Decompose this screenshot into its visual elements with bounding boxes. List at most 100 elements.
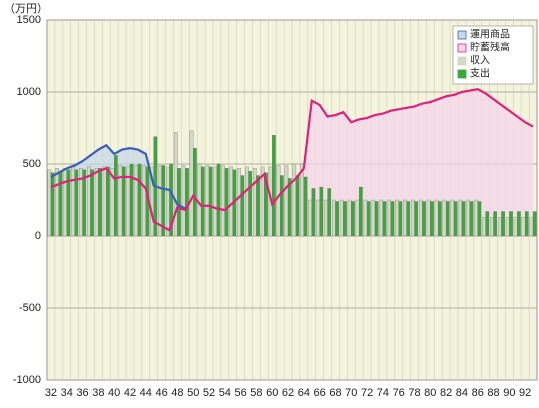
bar	[327, 188, 332, 237]
bar	[445, 201, 450, 237]
bar	[466, 199, 470, 237]
x-tick-label: 42	[124, 387, 136, 399]
bar	[461, 201, 466, 237]
bar	[295, 175, 300, 237]
bar	[166, 166, 170, 237]
bar	[485, 211, 490, 237]
bar	[311, 188, 316, 237]
bar	[161, 165, 166, 237]
bar	[208, 166, 213, 237]
bar	[430, 201, 434, 237]
bar	[229, 166, 233, 237]
bar	[189, 130, 194, 237]
bar	[366, 201, 371, 237]
x-tick-label: 48	[171, 387, 183, 399]
line	[50, 87, 534, 232]
bar	[106, 166, 110, 237]
bar	[245, 166, 249, 237]
x-tick-label: 68	[329, 387, 341, 399]
bar	[351, 201, 355, 237]
bar	[521, 217, 526, 237]
x-tick-label: 58	[250, 387, 262, 399]
bar	[200, 166, 205, 237]
bar	[501, 211, 505, 237]
bar	[169, 163, 173, 237]
bar	[414, 201, 418, 237]
bar	[406, 201, 411, 237]
line	[50, 143, 186, 210]
bar	[390, 201, 395, 237]
x-tick-label: 54	[219, 387, 231, 399]
bar	[137, 163, 142, 237]
bar	[134, 165, 139, 237]
x-tick-label: 82	[440, 387, 452, 399]
bar	[469, 201, 474, 237]
y-tick-label: 1500	[17, 14, 41, 26]
bar	[50, 172, 55, 237]
bar	[517, 211, 521, 237]
bar	[426, 199, 431, 237]
bar	[300, 163, 305, 237]
x-tick-label: 50	[187, 387, 199, 399]
bar	[102, 166, 107, 237]
x-tick-label: 60	[266, 387, 278, 399]
bar	[237, 168, 241, 237]
bar	[379, 199, 384, 237]
bar	[173, 132, 178, 237]
bar	[482, 217, 486, 237]
x-tick-label: 46	[155, 387, 167, 399]
bar	[387, 199, 391, 237]
bar	[490, 217, 494, 237]
legend-swatch	[457, 56, 467, 66]
x-tick-label: 40	[108, 387, 120, 399]
unit-label: （万円）	[4, 2, 48, 15]
bar	[371, 199, 376, 237]
x-tick-label: 44	[140, 387, 152, 399]
bar	[177, 168, 181, 237]
bar	[256, 175, 260, 237]
bar	[359, 186, 363, 237]
bar	[347, 199, 352, 237]
x-tick-label: 62	[282, 387, 294, 399]
legend-label: 貯蓄残高	[470, 41, 510, 54]
y-tick-label: -1000	[13, 374, 41, 386]
bar	[403, 199, 407, 237]
x-tick-label: 78	[408, 387, 420, 399]
bar	[252, 168, 257, 237]
bar	[114, 155, 118, 237]
y-tick-label: -500	[19, 302, 41, 314]
x-tick-label: 56	[235, 387, 247, 399]
bar	[339, 199, 344, 237]
bar	[398, 201, 403, 237]
bar	[382, 201, 387, 237]
bar	[287, 178, 292, 237]
bar	[374, 201, 379, 237]
bar	[284, 165, 289, 237]
bar	[450, 199, 455, 237]
legend-swatch	[457, 69, 467, 79]
bar	[47, 169, 52, 237]
bar	[513, 217, 518, 237]
bar	[505, 217, 510, 237]
y-tick-label: 0	[35, 230, 41, 242]
bar	[335, 201, 339, 237]
bar	[129, 163, 134, 237]
bar	[363, 199, 368, 237]
bar	[418, 199, 423, 237]
bar	[343, 201, 347, 237]
x-tick-label: 52	[203, 387, 215, 399]
x-tick-label: 70	[345, 387, 357, 399]
x-tick-label: 34	[61, 387, 73, 399]
bar	[438, 201, 442, 237]
bar	[493, 211, 498, 237]
bar	[434, 199, 439, 237]
bar	[524, 211, 529, 237]
legend-swatch	[457, 30, 467, 40]
bar	[477, 201, 482, 237]
x-tick-label: 86	[472, 387, 484, 399]
x-tick-label: 74	[377, 387, 389, 399]
bar	[272, 135, 276, 237]
bar	[442, 199, 447, 237]
x-tick-label: 88	[487, 387, 499, 399]
